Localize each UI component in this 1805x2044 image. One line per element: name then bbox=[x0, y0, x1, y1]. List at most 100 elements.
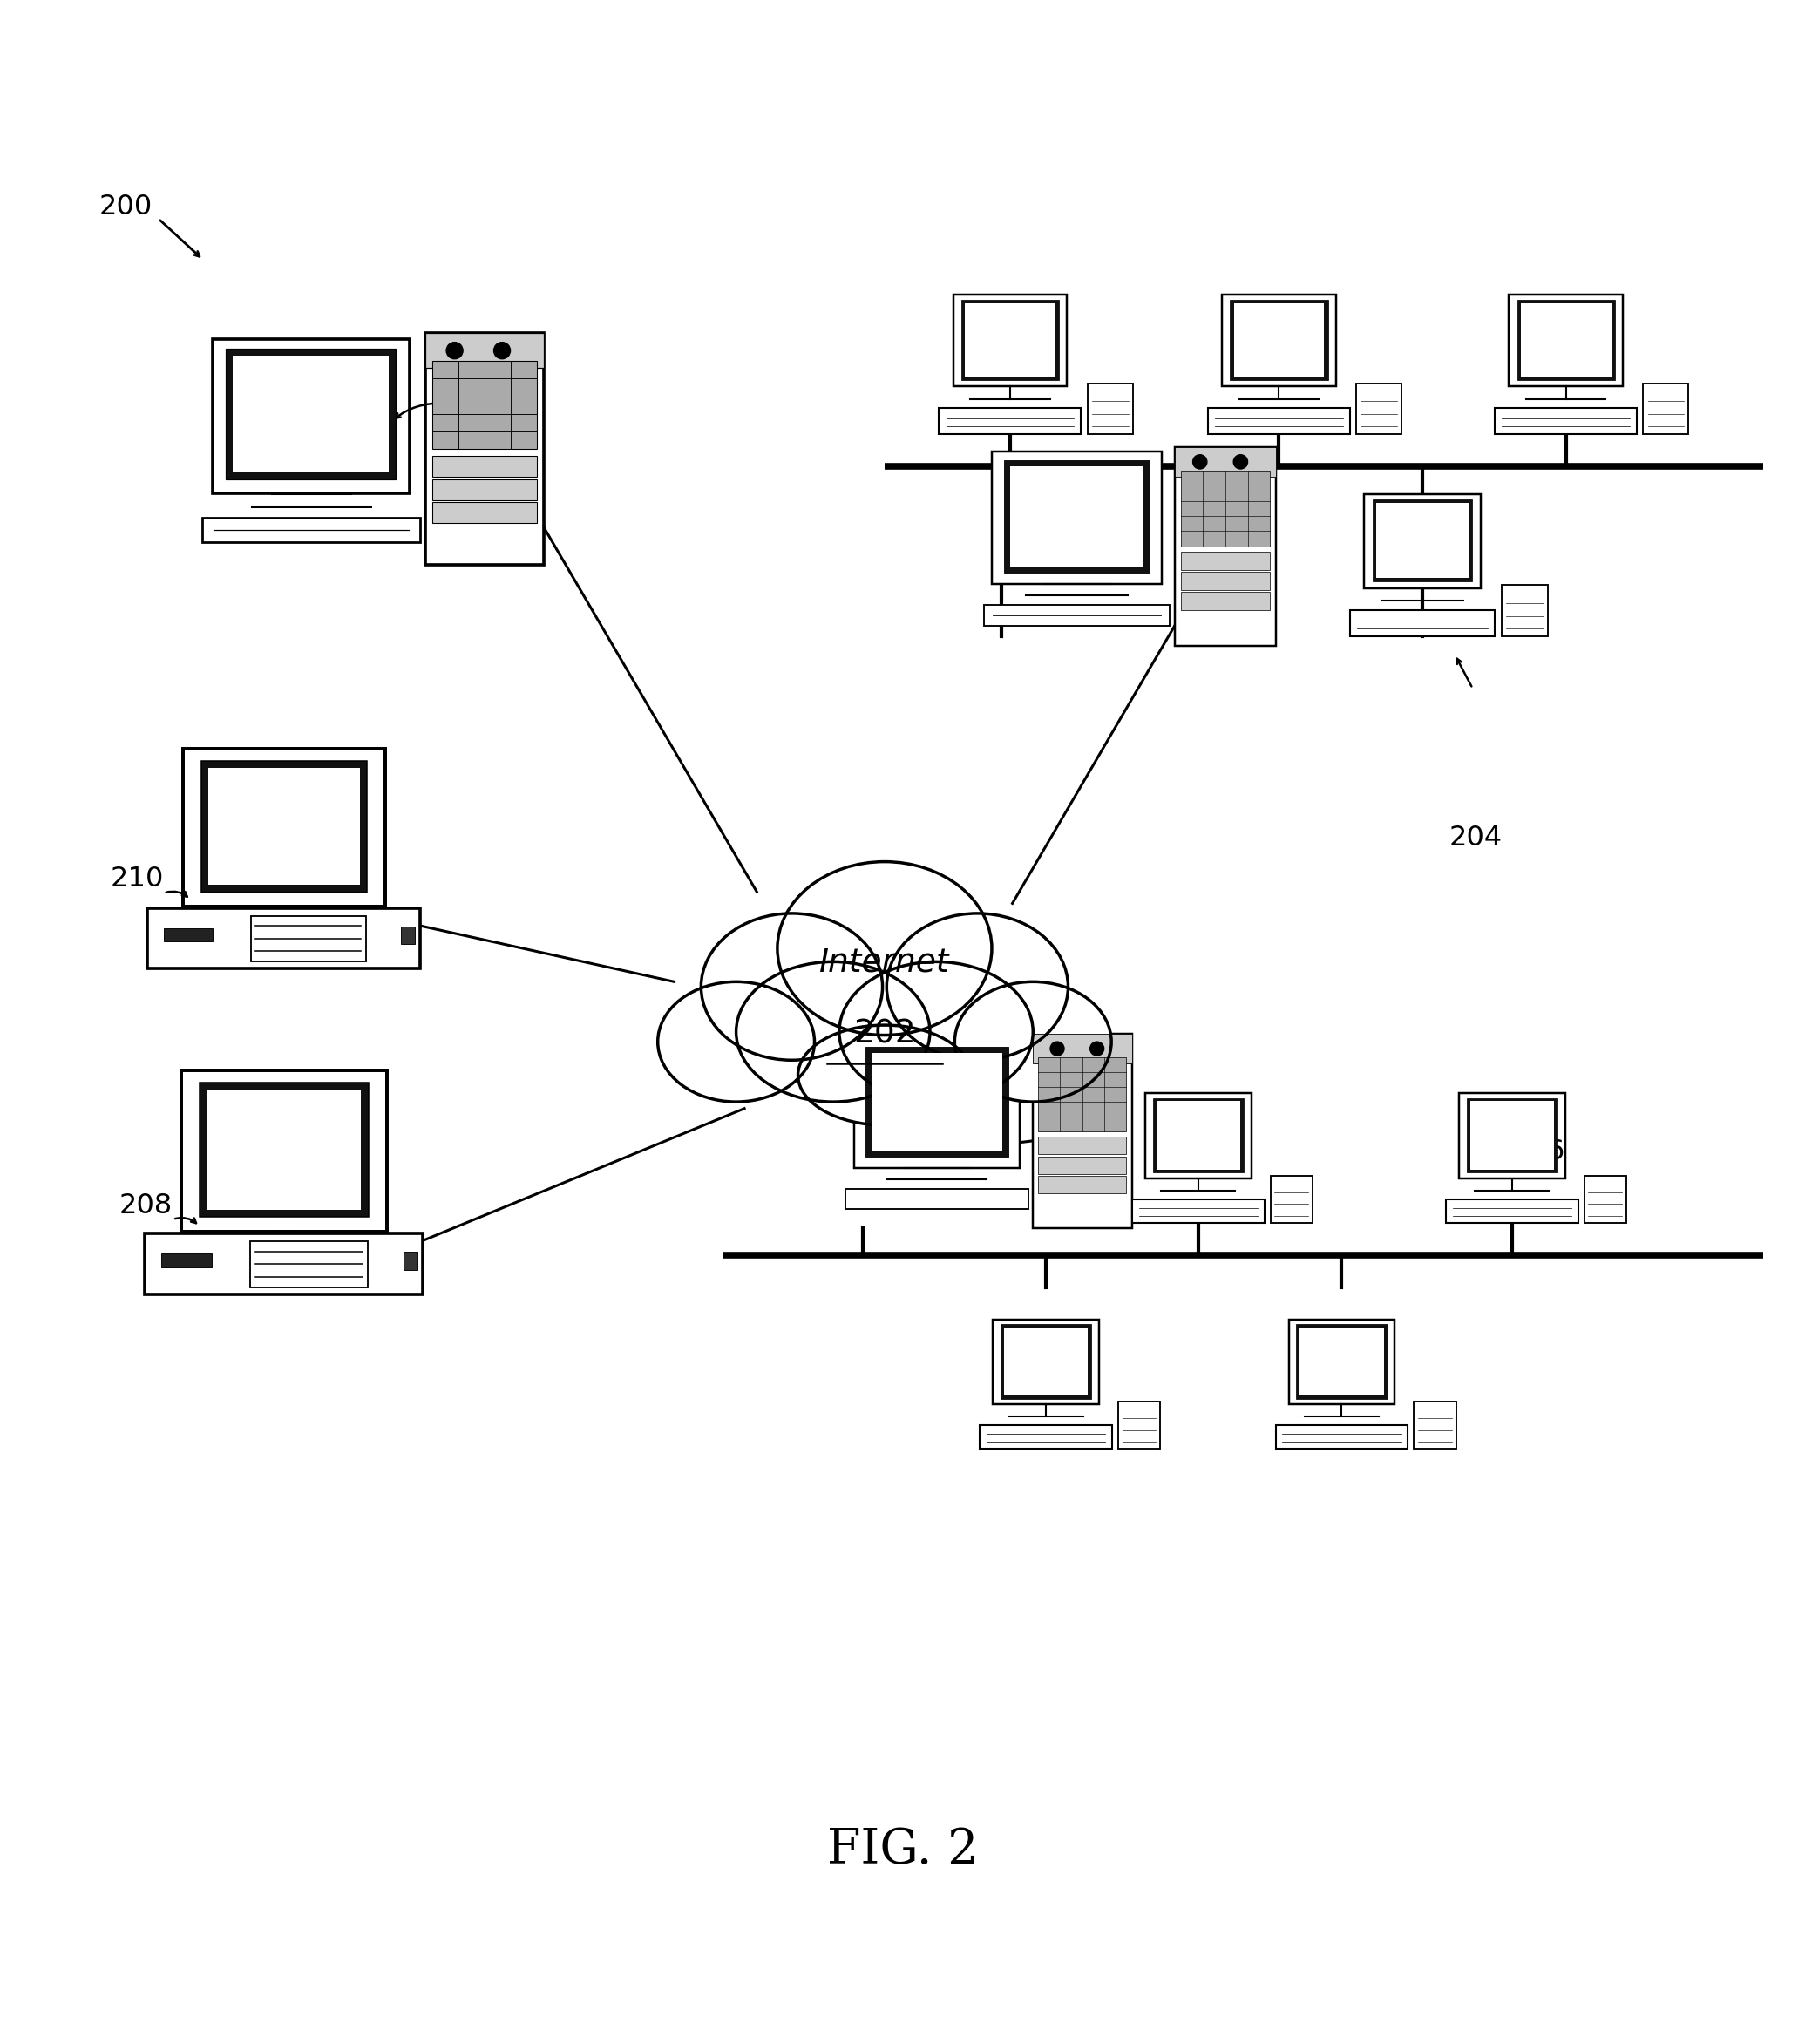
Circle shape bbox=[1051, 1042, 1065, 1055]
Polygon shape bbox=[424, 333, 543, 368]
Polygon shape bbox=[1087, 384, 1134, 433]
Polygon shape bbox=[1157, 1102, 1240, 1169]
Polygon shape bbox=[1231, 300, 1328, 380]
Polygon shape bbox=[1038, 1175, 1126, 1194]
Polygon shape bbox=[161, 1253, 211, 1267]
Polygon shape bbox=[1296, 1325, 1388, 1398]
Polygon shape bbox=[1132, 1200, 1265, 1222]
Polygon shape bbox=[1038, 1057, 1126, 1130]
Polygon shape bbox=[854, 1038, 1020, 1169]
Polygon shape bbox=[1585, 1175, 1626, 1222]
Polygon shape bbox=[148, 908, 421, 969]
Polygon shape bbox=[431, 503, 536, 523]
Polygon shape bbox=[1467, 1098, 1558, 1173]
Polygon shape bbox=[404, 1251, 417, 1269]
Text: 210: 210 bbox=[110, 867, 164, 893]
Polygon shape bbox=[984, 605, 1170, 625]
Polygon shape bbox=[1458, 1094, 1565, 1179]
Polygon shape bbox=[1208, 409, 1350, 433]
Circle shape bbox=[1090, 1042, 1105, 1055]
Polygon shape bbox=[1153, 1098, 1244, 1173]
Polygon shape bbox=[251, 916, 366, 961]
Polygon shape bbox=[1038, 1157, 1126, 1173]
Circle shape bbox=[1233, 454, 1247, 468]
Polygon shape bbox=[847, 1188, 1029, 1210]
Polygon shape bbox=[1222, 294, 1336, 386]
Ellipse shape bbox=[955, 981, 1112, 1102]
Polygon shape bbox=[939, 409, 1081, 433]
Polygon shape bbox=[1413, 1402, 1457, 1449]
Ellipse shape bbox=[798, 1026, 971, 1124]
Polygon shape bbox=[233, 356, 390, 472]
Polygon shape bbox=[1300, 1327, 1384, 1396]
Polygon shape bbox=[1004, 1327, 1088, 1396]
Circle shape bbox=[1193, 454, 1208, 468]
Polygon shape bbox=[1271, 1175, 1312, 1222]
Polygon shape bbox=[1375, 503, 1469, 578]
Polygon shape bbox=[1350, 611, 1495, 636]
Polygon shape bbox=[1146, 1094, 1251, 1179]
Polygon shape bbox=[251, 1241, 368, 1288]
Polygon shape bbox=[1117, 1402, 1161, 1449]
Polygon shape bbox=[199, 1083, 368, 1216]
Ellipse shape bbox=[736, 963, 930, 1102]
Polygon shape bbox=[1446, 1200, 1578, 1222]
Polygon shape bbox=[1180, 470, 1271, 546]
Polygon shape bbox=[1000, 1325, 1092, 1398]
Polygon shape bbox=[1175, 448, 1276, 646]
Text: Internet: Internet bbox=[819, 946, 949, 979]
Circle shape bbox=[446, 341, 462, 360]
Polygon shape bbox=[1289, 1318, 1395, 1404]
Polygon shape bbox=[1011, 466, 1144, 566]
Polygon shape bbox=[226, 350, 395, 480]
Polygon shape bbox=[1180, 593, 1271, 609]
Text: 212: 212 bbox=[446, 376, 498, 403]
Polygon shape bbox=[424, 333, 543, 564]
Text: 208: 208 bbox=[119, 1192, 173, 1218]
Polygon shape bbox=[1032, 1034, 1132, 1228]
Polygon shape bbox=[1643, 384, 1689, 433]
Text: 204: 204 bbox=[1449, 826, 1502, 852]
Polygon shape bbox=[1495, 409, 1637, 433]
Ellipse shape bbox=[657, 981, 814, 1102]
Circle shape bbox=[495, 341, 511, 360]
Polygon shape bbox=[866, 1047, 1009, 1157]
Polygon shape bbox=[1235, 303, 1325, 376]
Polygon shape bbox=[164, 928, 213, 940]
Text: FIG. 2: FIG. 2 bbox=[827, 1827, 978, 1874]
Polygon shape bbox=[431, 362, 536, 450]
Polygon shape bbox=[966, 303, 1056, 376]
Text: 206: 206 bbox=[1513, 1139, 1565, 1165]
Polygon shape bbox=[1502, 585, 1549, 636]
Polygon shape bbox=[953, 294, 1067, 386]
Ellipse shape bbox=[886, 914, 1069, 1061]
Polygon shape bbox=[1520, 303, 1612, 376]
Polygon shape bbox=[431, 478, 536, 501]
Polygon shape bbox=[872, 1053, 1002, 1151]
Polygon shape bbox=[980, 1425, 1112, 1449]
Polygon shape bbox=[1509, 294, 1623, 386]
Polygon shape bbox=[1175, 448, 1276, 476]
Ellipse shape bbox=[778, 863, 991, 1034]
Polygon shape bbox=[144, 1233, 422, 1294]
Polygon shape bbox=[181, 1071, 386, 1233]
Polygon shape bbox=[1469, 1102, 1554, 1169]
Polygon shape bbox=[1516, 300, 1615, 380]
Polygon shape bbox=[993, 452, 1162, 585]
Polygon shape bbox=[200, 760, 366, 891]
Polygon shape bbox=[1276, 1425, 1408, 1449]
Polygon shape bbox=[993, 1318, 1099, 1404]
Polygon shape bbox=[962, 300, 1060, 380]
Polygon shape bbox=[213, 339, 410, 493]
Polygon shape bbox=[1004, 460, 1150, 572]
Ellipse shape bbox=[839, 963, 1032, 1102]
Ellipse shape bbox=[700, 914, 883, 1061]
Polygon shape bbox=[1365, 495, 1480, 589]
Polygon shape bbox=[182, 748, 384, 908]
Polygon shape bbox=[1032, 1034, 1132, 1063]
Polygon shape bbox=[202, 517, 421, 542]
Polygon shape bbox=[401, 926, 415, 944]
Polygon shape bbox=[1038, 1136, 1126, 1155]
Text: 200: 200 bbox=[99, 194, 153, 221]
Polygon shape bbox=[1180, 572, 1271, 591]
